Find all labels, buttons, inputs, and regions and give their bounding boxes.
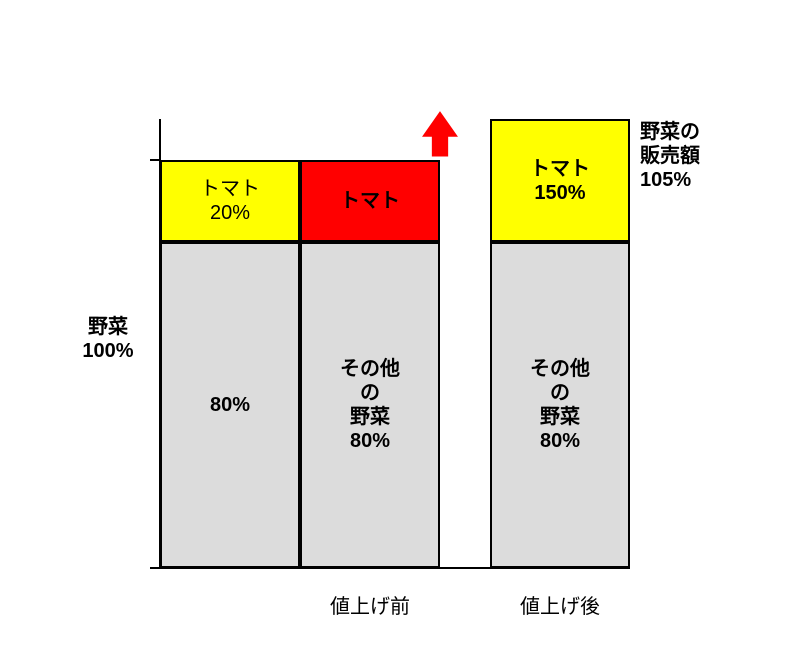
- base-bar-top: トマト 20%: [160, 160, 300, 242]
- before-bar-top: トマト: [300, 160, 440, 242]
- era-label-after: 値上げ後: [490, 590, 630, 619]
- after-bar-bottom: その他 の 野菜 80%: [490, 242, 630, 568]
- baseline: [160, 567, 630, 569]
- after-bar-top: トマト 150%: [490, 119, 630, 242]
- before-bar-bottom: その他 の 野菜 80%: [300, 242, 440, 568]
- axis-tick-0: [150, 159, 160, 161]
- era-label-before: 値上げ前: [300, 590, 440, 619]
- axis-tick-1: [150, 567, 160, 569]
- right-summary-label: 野菜の 販売額 105%: [640, 120, 760, 192]
- base-bar-bottom: 80%: [160, 242, 300, 568]
- up-arrow-icon: [417, 110, 463, 160]
- axis-label: 野菜 100%: [68, 315, 148, 363]
- diagram-canvas: 野菜 100%トマト 20%80%トマトその他 の 野菜 80%トマト 150%…: [0, 0, 800, 671]
